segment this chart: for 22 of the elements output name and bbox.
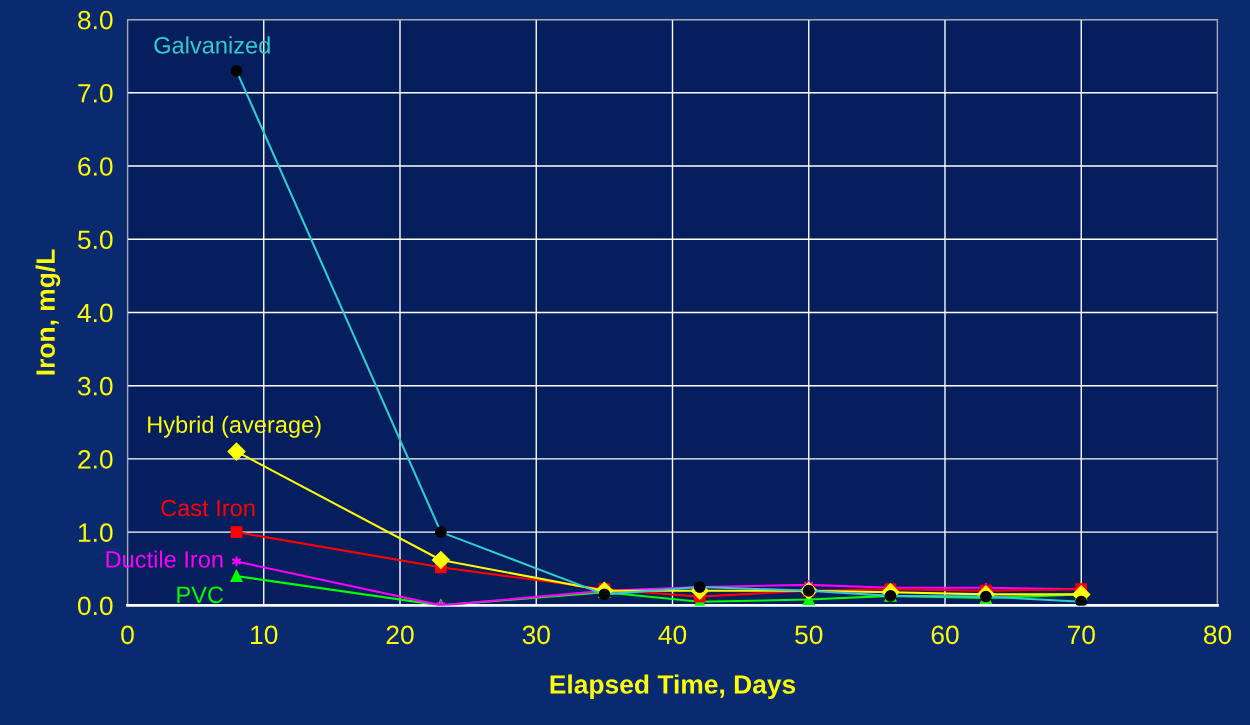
y-tick-label: 3.0: [77, 376, 113, 396]
y-tick-label: 5.0: [77, 230, 113, 250]
x-tick-label: 0: [121, 625, 134, 645]
x-tick-label: 10: [251, 625, 278, 645]
y-tick-label: 8.0: [78, 10, 113, 30]
x-tick-label: 60: [931, 625, 959, 645]
y-tick-label: 0.0: [77, 596, 113, 616]
series-label: Cast Iron: [161, 499, 255, 517]
y-axis-title: Iron, mg/L: [35, 249, 61, 375]
x-tick-label: 50: [795, 625, 823, 645]
y-tick-label: 7.0: [78, 83, 113, 103]
y-tick-label: 6.0: [78, 157, 113, 176]
series-label: PVC: [177, 586, 224, 604]
y-tick-label: 2.0: [78, 450, 113, 469]
x-tick-label: 40: [658, 625, 687, 645]
x-tick-label: 30: [522, 625, 550, 645]
x-tick-label: 20: [386, 625, 414, 645]
y-tick-label: 4.0: [77, 303, 113, 323]
x-axis-title: Elapsed Time, Days: [550, 674, 796, 700]
x-tick-label: 80: [1203, 625, 1232, 645]
y-tick-label: 1.0: [78, 523, 113, 542]
x-tick-label: 70: [1067, 625, 1095, 645]
